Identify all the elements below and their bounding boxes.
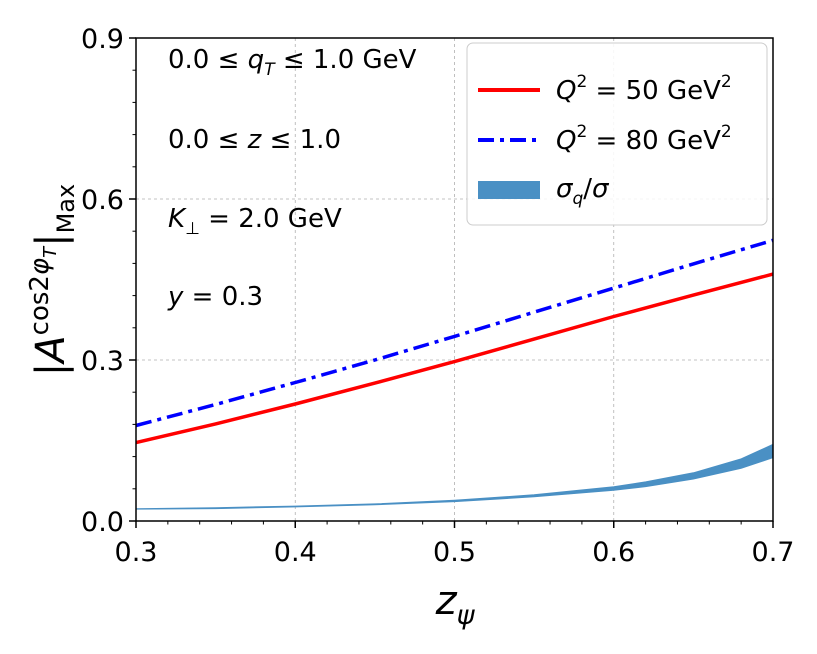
legend-label-q80: Q2 = 80 GeV2 [556, 122, 732, 156]
y-axis-label: |Acos2φT|Max [25, 184, 80, 376]
ticks: 0.3 0.4 0.5 0.6 0.70.00.30.60.9 [81, 24, 794, 568]
annotation-y: y = 0.3 [167, 282, 263, 312]
legend-label-q50: Q2 = 50 GeV2 [556, 72, 732, 106]
legend: Q2 = 50 GeV2 Q2 = 80 GeV2 σq/σ [466, 42, 768, 226]
x-tick-label-1: 0.4 [274, 537, 317, 568]
y-tick-label-2: 0.6 [81, 185, 124, 216]
x-tick-label-2: 0.5 [433, 537, 476, 568]
y-tick-label-0: 0.0 [81, 507, 124, 538]
annotations: 0.0 ≤ qT ≤ 1.0 GeV 0.0 ≤ z ≤ 1.0 K⊥ = 2.… [167, 45, 417, 312]
series-line-0 [135, 272, 774, 445]
annotation-qt-range: 0.0 ≤ qT ≤ 1.0 GeV [168, 45, 417, 80]
legend-handle-band [478, 181, 540, 199]
annotation-z-range: 0.0 ≤ z ≤ 1.0 [168, 125, 341, 155]
y-tick-label-1: 0.3 [81, 346, 124, 377]
series-line-1 [135, 238, 774, 428]
series-layer [135, 238, 774, 445]
legend-label-band: σq/σ [556, 174, 610, 209]
x-axis-label: zψ [435, 578, 476, 631]
annotation-kperp: K⊥ = 2.0 GeV [168, 204, 342, 239]
y-tick-label-3: 0.9 [81, 24, 124, 55]
x-tick-label-0: 0.3 [115, 537, 158, 568]
x-tick-label-3: 0.6 [592, 537, 635, 568]
legend-box [466, 42, 768, 226]
x-tick-label-4: 0.7 [752, 537, 795, 568]
